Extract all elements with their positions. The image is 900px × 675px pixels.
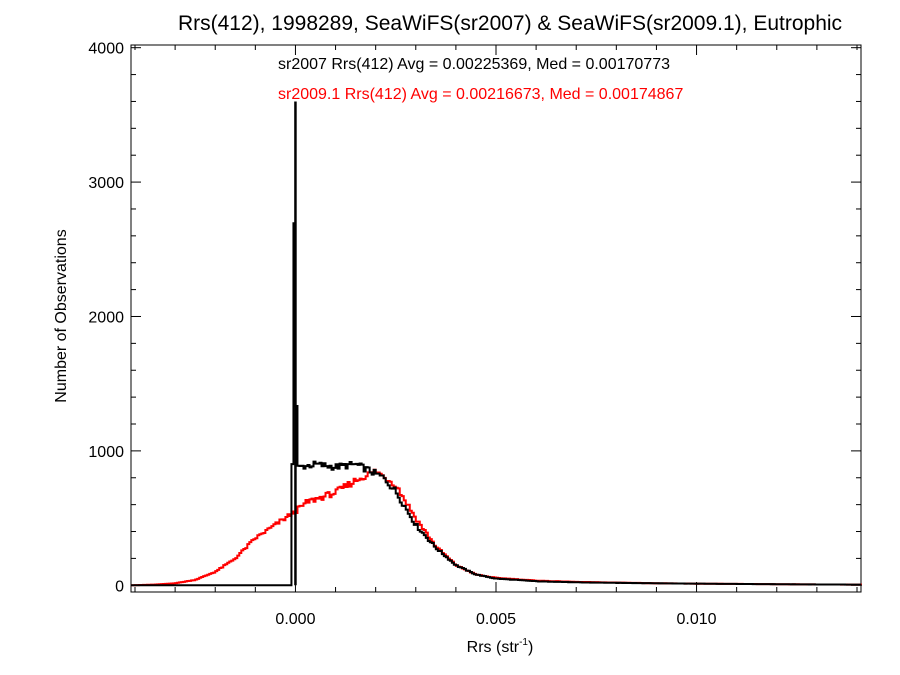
annotation-sr2009: sr2009.1 Rrs(412) Avg = 0.00216673, Med … <box>278 86 683 103</box>
series-layer <box>131 101 862 587</box>
y-tick-label: 0 <box>115 578 124 595</box>
x-axis-label-close: ) <box>528 639 533 656</box>
chart-title: Rrs(412), 1998289, SeaWiFS(sr2007) & Sea… <box>178 12 842 35</box>
x-tick-label: 0.005 <box>476 611 516 628</box>
y-tick-label: 1000 <box>88 444 124 461</box>
x-axis-label-main: Rrs (str <box>467 639 520 656</box>
y-tick-label: 3000 <box>88 175 124 192</box>
annotation-sr2007: sr2007 Rrs(412) Avg = 0.00225369, Med = … <box>278 56 670 73</box>
x-axis-label-sup: -1 <box>519 637 528 648</box>
y-axis-label: Number of Observations <box>53 229 70 402</box>
x-tick-label: 0.010 <box>677 611 717 628</box>
plot-frame <box>130 44 862 593</box>
y-tick-label: 2000 <box>88 309 124 326</box>
x-tick-labels: 0.000 0.005 0.010 <box>275 611 716 628</box>
x-axis-label: Rrs (str-1) <box>467 637 534 656</box>
x-tick-label: 0.000 <box>275 611 315 628</box>
series-sr2007-line <box>131 222 862 587</box>
axis-ticks <box>131 45 861 592</box>
series-sr2009-line <box>131 468 862 587</box>
y-tick-labels: 0 1000 2000 3000 4000 <box>88 41 124 596</box>
y-tick-label: 4000 <box>88 41 124 58</box>
